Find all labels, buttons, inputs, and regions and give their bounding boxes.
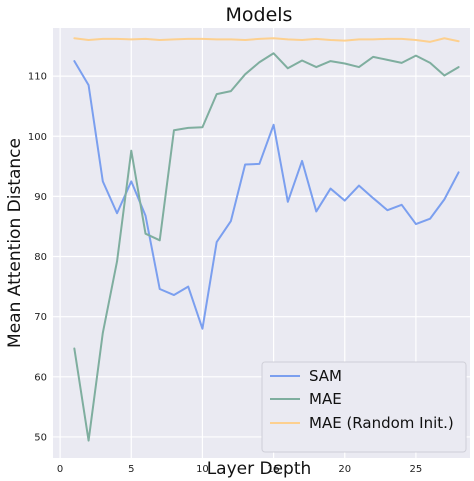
x-tick-label: 5 (128, 464, 134, 475)
x-axis-label: Layer Depth (207, 459, 312, 479)
y-tick-labels: 50 60 70 80 90 100 110 (28, 72, 47, 444)
x-tick-label: 25 (410, 464, 423, 475)
y-tick-label: 100 (28, 132, 47, 143)
legend-label-mae-random-init: MAE (Random Init.) (309, 414, 454, 432)
y-tick-label: 60 (34, 372, 47, 383)
grid (53, 28, 470, 458)
y-tick-label: 90 (34, 192, 47, 203)
y-axis-label: Mean Attention Distance (5, 138, 25, 348)
series-line-mae (73, 52, 460, 442)
x-tick-label: 10 (196, 464, 209, 475)
y-tick-label: 50 (34, 432, 47, 443)
legend-label-mae: MAE (309, 390, 342, 408)
x-tick-label: 0 (57, 464, 63, 475)
y-tick-label: 110 (28, 72, 47, 83)
chart-title: Models (226, 4, 293, 26)
x-tick-label: 20 (338, 464, 351, 475)
y-tick-label: 80 (34, 252, 47, 263)
x-tick-labels: 0 5 10 15 20 25 (57, 464, 422, 475)
series-line-mae-random-init (73, 37, 460, 43)
legend-box (261, 361, 467, 453)
y-tick-label: 70 (34, 312, 47, 323)
series-lines (73, 37, 460, 442)
legend-label-sam: SAM (309, 367, 342, 385)
x-tick-label: 15 (267, 464, 280, 475)
legend: SAM MAE MAE (Random Init.) (261, 361, 467, 453)
series-line-sam (73, 60, 460, 330)
